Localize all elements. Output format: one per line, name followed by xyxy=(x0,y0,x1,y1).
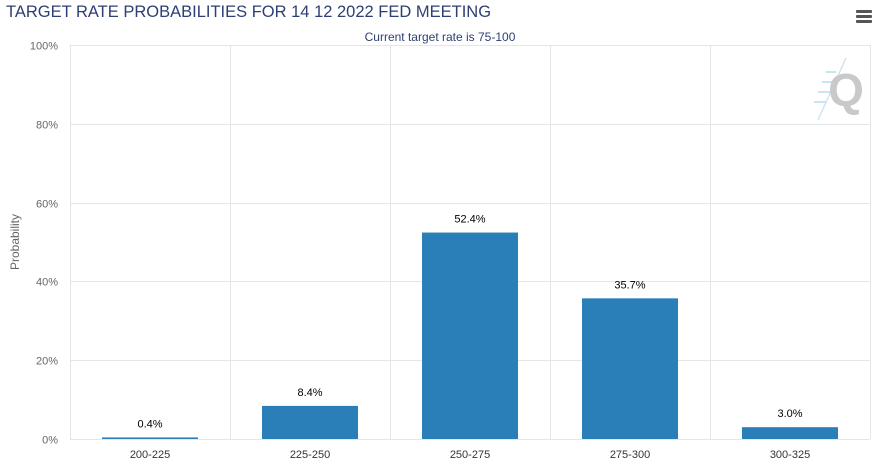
data-label: 0.4% xyxy=(137,418,162,430)
bar-300-325[interactable] xyxy=(742,427,838,439)
bars xyxy=(102,232,838,439)
data-label: 3.0% xyxy=(777,408,802,420)
x-tick-label: 200-225 xyxy=(130,449,170,461)
x-tick-label: 225-250 xyxy=(290,449,330,461)
y-tick-label: 40% xyxy=(36,277,58,289)
y-tick-label: 20% xyxy=(36,356,58,368)
bar-250-275[interactable] xyxy=(422,232,518,439)
y-axis-label: Probability xyxy=(8,214,22,270)
logo-text: Q xyxy=(828,64,864,116)
y-tick-label: 80% xyxy=(36,120,58,132)
y-tick-label: 0% xyxy=(42,435,58,447)
x-tick-label: 275-300 xyxy=(610,449,650,461)
y-tick-label: 60% xyxy=(36,199,58,211)
bar-200-225[interactable] xyxy=(102,437,198,439)
bar-225-250[interactable] xyxy=(262,405,358,439)
y-tick-label: 100% xyxy=(30,41,58,53)
hamburger-menu-icon[interactable] xyxy=(856,10,872,24)
chart-subtitle: Current target rate is 75-100 xyxy=(365,30,516,44)
data-label: 52.4% xyxy=(454,214,485,226)
x-tick-label: 250-275 xyxy=(450,449,490,461)
labels: 0% 20% 40% 60% 80% 100% 0.4% 200-225 8.4% 225-250… xyxy=(30,41,810,462)
x-tick-label: 300-325 xyxy=(770,449,810,461)
q-logo-icon: Q xyxy=(814,57,864,121)
chart-title: TARGET RATE PROBABILITIES FOR 14 12 2022… xyxy=(6,3,492,21)
bar-275-300[interactable] xyxy=(582,298,678,439)
data-label: 35.7% xyxy=(614,279,645,291)
data-label: 8.4% xyxy=(297,387,322,399)
